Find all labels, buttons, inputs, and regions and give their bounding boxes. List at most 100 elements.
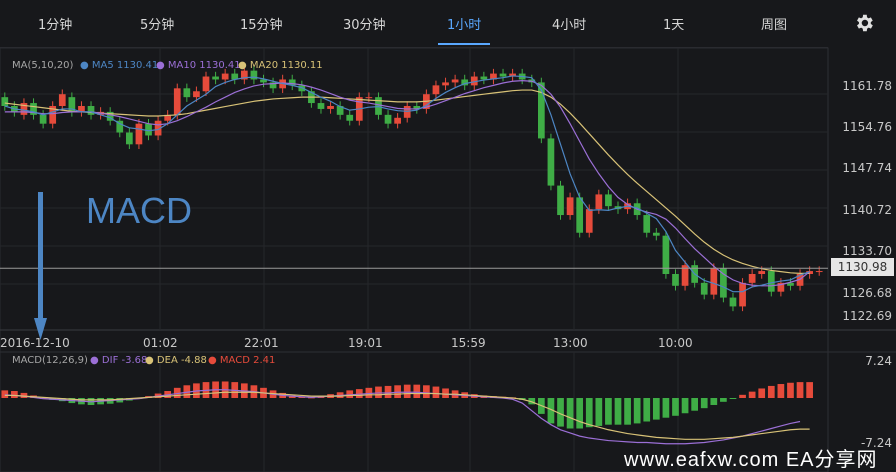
time-axis-label: 22:01 <box>244 336 279 350</box>
price-axis-label: 1122.69 <box>842 309 892 324</box>
price-axis-label: 1161.78 <box>842 78 892 93</box>
candle-body <box>451 79 459 83</box>
dea-dot: ● <box>145 355 154 366</box>
macd-bar <box>20 392 28 398</box>
macd-bar <box>384 385 392 398</box>
macd-bar <box>566 398 574 429</box>
candle-body <box>106 111 114 121</box>
ma-indicator-title: MA(5,10,20) <box>12 60 74 71</box>
candle-body <box>327 106 334 109</box>
candle-body <box>317 103 325 109</box>
time-axis-label: 19:01 <box>348 336 383 350</box>
candle-body <box>815 271 823 273</box>
macd-bar <box>796 382 804 398</box>
candle-body <box>509 73 516 77</box>
tab-1day[interactable]: 1天 <box>663 18 685 33</box>
macd-bar <box>787 382 794 398</box>
dif-legend: ● DIF -3.68 <box>90 355 147 366</box>
candle-body <box>1 97 9 106</box>
candle-body <box>442 82 449 86</box>
ma5-legend: ● MA5 1130.41 <box>80 60 158 71</box>
macd-bar <box>806 382 813 398</box>
candle-body <box>461 79 469 86</box>
macd-bar <box>288 395 296 398</box>
tab-week[interactable]: 周图 <box>761 18 788 33</box>
macd-bar <box>681 398 689 414</box>
timeframe-tabs: 1分钟 5分钟 15分钟 30分钟 1小时 4小时 1天 周图 <box>0 0 828 48</box>
macd-bar <box>11 391 18 398</box>
tab-1min[interactable]: 1分钟 <box>38 18 73 33</box>
candle-body <box>777 282 785 292</box>
candle-body <box>681 265 689 286</box>
macd-bar <box>633 398 641 424</box>
candle-body <box>672 274 679 286</box>
active-tab-indicator <box>438 43 490 45</box>
price-axis-label: 1147.74 <box>842 161 892 176</box>
candle-body <box>758 271 766 274</box>
macd-bar <box>720 398 727 402</box>
ma10-dot: ● <box>156 60 165 71</box>
time-axis-label: 10:00 <box>658 336 693 350</box>
macd-bar <box>557 398 564 427</box>
candle-body <box>250 70 258 80</box>
candle-body <box>173 88 181 115</box>
candle-body <box>154 120 162 136</box>
tab-1hour[interactable]: 1小时 <box>447 18 482 33</box>
time-axis-label: 13:00 <box>553 336 588 350</box>
time-axis-label: 2016-12-10 <box>0 336 70 350</box>
macd-bar <box>375 386 382 398</box>
macd-bar <box>183 385 191 398</box>
candle-body <box>269 82 277 89</box>
macd-bar <box>748 391 756 398</box>
candle-body <box>365 97 373 99</box>
macd-bar <box>403 384 411 398</box>
tab-30min[interactable]: 30分钟 <box>343 18 386 33</box>
macd-dot: ● <box>208 355 217 366</box>
candle-body <box>87 106 95 115</box>
macd-bar <box>423 385 430 398</box>
ma20-legend: ● MA20 1130.11 <box>238 60 323 71</box>
macd-bar <box>614 398 622 425</box>
candle-body <box>470 76 478 86</box>
candle-body <box>20 103 28 115</box>
candle-body <box>499 73 507 77</box>
candle-body <box>720 268 727 298</box>
time-axis-label: 01:02 <box>143 336 178 350</box>
candle-body <box>288 79 296 86</box>
macd-axis-top: 7.24 <box>865 354 892 368</box>
candle-body <box>739 282 746 307</box>
macd-bar <box>662 398 670 418</box>
gear-icon[interactable] <box>853 12 875 34</box>
ma10-value: MA10 1130.41 <box>167 60 241 71</box>
price-axis-label: 1140.72 <box>842 202 892 217</box>
macd-bar <box>576 398 584 429</box>
macd-bar <box>595 398 603 426</box>
tab-15min[interactable]: 15分钟 <box>240 18 283 33</box>
candle-body <box>394 117 401 124</box>
macd-bar <box>298 396 306 398</box>
ma5-line <box>4 75 810 293</box>
macd-bar <box>672 398 679 416</box>
candle-body <box>49 106 57 124</box>
candle-body <box>164 114 172 121</box>
candle-body <box>240 70 248 80</box>
tab-4hour[interactable]: 4小时 <box>552 18 587 33</box>
ma20-dot: ● <box>238 60 247 71</box>
candle-body <box>39 114 47 124</box>
candle-body <box>480 76 488 80</box>
candle-body <box>212 76 219 80</box>
macd-bar <box>691 398 699 411</box>
macd-bar <box>767 385 775 398</box>
macd-bar <box>643 398 651 422</box>
ma5-value: MA5 1130.41 <box>91 60 159 71</box>
candle-body <box>537 82 545 139</box>
macd-bar <box>346 390 354 398</box>
candlestick-series <box>1 65 823 312</box>
price-axis-label: 1154.76 <box>842 120 892 135</box>
macd-bar <box>605 398 612 425</box>
tab-5min[interactable]: 5分钟 <box>140 18 175 33</box>
candle-body <box>490 73 497 80</box>
candle-body <box>700 282 708 295</box>
dif-value: DIF -3.68 <box>101 355 148 366</box>
